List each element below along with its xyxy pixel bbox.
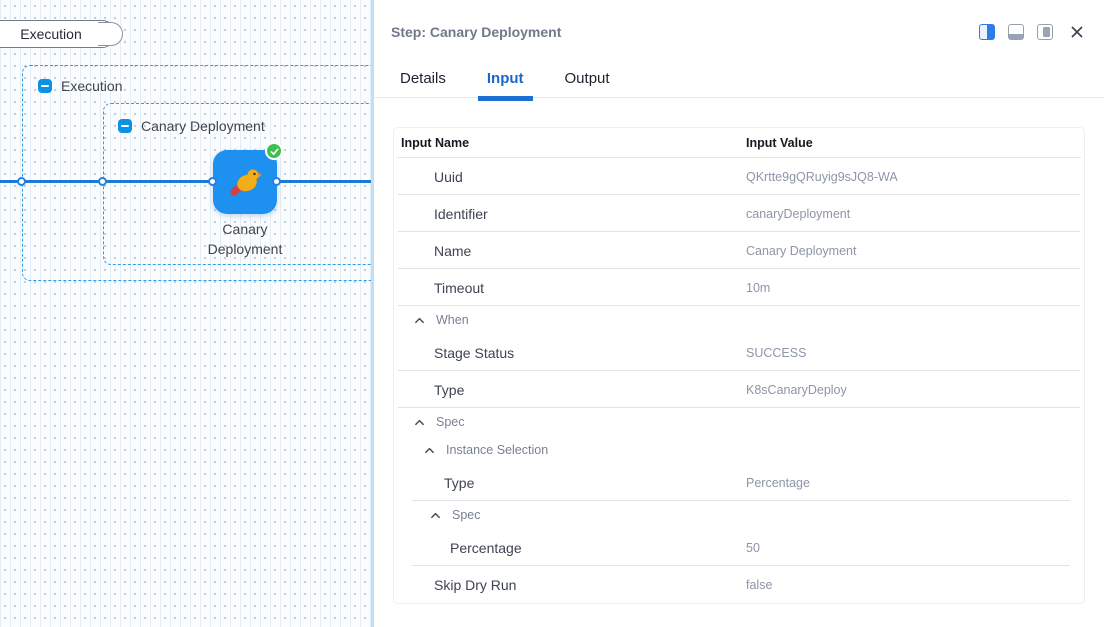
input-name: Percentage (450, 539, 522, 556)
stage-pill-label: Execution (20, 26, 82, 42)
collapse-minus-icon[interactable] (118, 119, 132, 133)
group-label: Spec (452, 508, 481, 522)
table-group-row[interactable]: Spec (394, 408, 1084, 436)
input-name: Type (434, 381, 465, 398)
table-row: Skip Dry Run false (394, 566, 1084, 603)
input-value: K8sCanaryDeploy (746, 382, 847, 397)
chevron-up-icon (424, 445, 435, 456)
tab-output[interactable]: Output (565, 70, 610, 97)
chevron-up-icon (414, 417, 425, 428)
table-group-row[interactable]: When (394, 306, 1084, 334)
input-table-card: Input Name Input Value Uuid QKrtte9gQRuy… (393, 127, 1085, 604)
table-header-row: Input Name Input Value (394, 128, 1084, 158)
node-caption: Canary Deployment (185, 219, 305, 259)
input-value: 50 (746, 540, 760, 555)
pipeline-canvas: Execution Execution Canary Deployment (0, 0, 371, 627)
table-group-row[interactable]: Instance Selection (394, 436, 1084, 464)
tab-input[interactable]: Input (477, 70, 533, 101)
table-row: Uuid QKrtte9gQRuyig9sJQ8-WA (394, 158, 1084, 195)
input-table-body: Uuid QKrtte9gQRuyig9sJQ8-WA Identifier c… (394, 158, 1084, 603)
canary-group-header: Canary Deployment (118, 118, 265, 134)
table-row: Type Percentage (394, 464, 1084, 501)
canary-bird-icon (230, 169, 262, 196)
input-name: Stage Status (434, 344, 515, 361)
input-name: Uuid (434, 168, 463, 185)
table-row: Type K8sCanaryDeploy (394, 371, 1084, 408)
collapse-minus-icon[interactable] (38, 79, 52, 93)
chevron-up-icon (430, 510, 441, 521)
tab-details[interactable]: Details (400, 70, 446, 97)
input-value: SUCCESS (746, 345, 807, 360)
group-label: Spec (436, 415, 465, 429)
input-name: Identifier (434, 205, 488, 222)
table-row: Percentage 50 (394, 529, 1084, 566)
table-row: Timeout 10m (394, 269, 1084, 306)
canary-group-label: Canary Deployment (141, 118, 265, 134)
node-caption-line1: Canary (222, 221, 268, 237)
execution-group-container (22, 65, 371, 281)
input-name: Type (444, 474, 475, 491)
table-group-row[interactable]: Spec (394, 501, 1084, 529)
panel-title: Step: Canary Deployment (391, 24, 562, 40)
input-value: Percentage (746, 475, 810, 490)
panel-header-actions (979, 24, 1084, 40)
input-value: 10m (746, 280, 771, 295)
tab-output-label: Output (564, 70, 610, 87)
input-name: Name (434, 242, 472, 259)
input-value: Canary Deployment (746, 243, 857, 258)
connector-dot (17, 177, 26, 186)
execution-group-label: Execution (61, 78, 123, 94)
table-row: Name Canary Deployment (394, 232, 1084, 269)
group-label: When (436, 313, 469, 327)
input-value: false (746, 577, 773, 592)
node-caption-line2: Deployment (207, 241, 283, 257)
layout-docked-right-icon[interactable] (1037, 24, 1053, 40)
group-label: Instance Selection (446, 443, 549, 457)
execution-group-header: Execution (38, 78, 122, 94)
table-row: Stage Status SUCCESS (394, 334, 1084, 371)
connector-dot (208, 177, 217, 186)
input-value: canaryDeployment (746, 206, 851, 221)
input-name: Timeout (434, 279, 485, 296)
step-details-panel: Step: Canary Deployment Details Input Ou… (371, 0, 1104, 627)
close-icon[interactable] (1070, 25, 1084, 39)
tab-input-label: Input (486, 70, 524, 87)
canary-deployment-node[interactable] (213, 142, 283, 214)
connector-dot (98, 177, 107, 186)
tab-details-label: Details (400, 70, 446, 87)
connector-dot (272, 177, 281, 186)
column-header-input-value: Input Value (746, 136, 813, 150)
layout-split-bottom-icon[interactable] (1008, 24, 1024, 40)
table-row: Identifier canaryDeployment (394, 195, 1084, 232)
input-name: Skip Dry Run (434, 576, 517, 593)
chevron-up-icon (414, 315, 425, 326)
panel-header: Step: Canary Deployment (374, 0, 1104, 58)
column-header-input-name: Input Name (401, 136, 470, 150)
execution-line (0, 180, 371, 183)
success-check-icon (265, 142, 283, 160)
tab-bar: Details Input Output (374, 58, 1104, 101)
stage-pill[interactable]: Execution (0, 20, 123, 48)
input-value: QKrtte9gQRuyig9sJQ8-WA (746, 169, 898, 184)
layout-split-right-icon[interactable] (979, 24, 995, 40)
